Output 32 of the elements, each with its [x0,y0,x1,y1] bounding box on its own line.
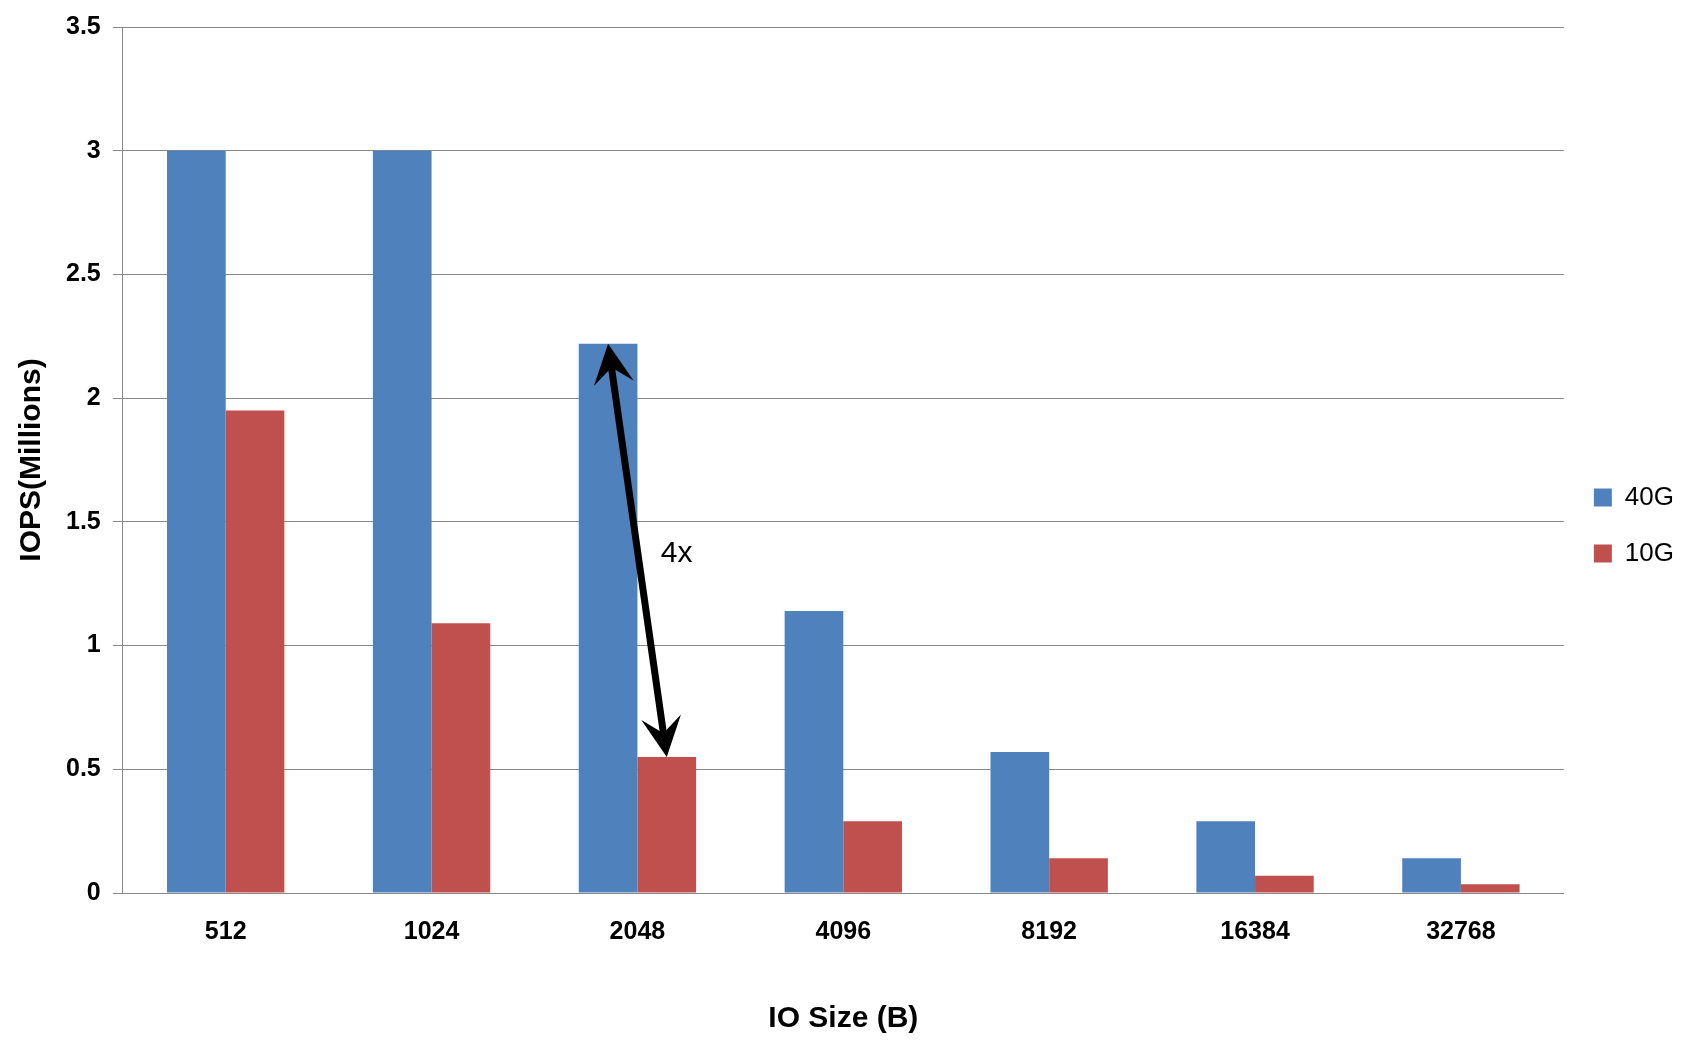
x-axis-title: IO Size (B) [768,1000,919,1034]
bar [843,821,902,893]
x-tick-label: 8192 [1021,915,1077,944]
y-tick-label: 0 [86,876,101,905]
bar [1196,821,1256,893]
x-tick-label: 1024 [403,915,460,944]
y-tick-label: 1.5 [65,505,101,534]
bar [784,610,844,893]
legend-label: 40G [1624,480,1675,511]
legend-label: 10G [1624,536,1675,567]
y-tick-label: 3.5 [65,10,101,39]
bar [225,410,285,893]
bar [167,150,226,893]
x-tick-label: 4096 [815,915,872,944]
bar [990,751,1050,893]
bar [372,150,432,893]
y-tick-label: 1 [86,629,101,658]
y-tick-label: 2 [86,382,101,411]
y-tick-label: 0.5 [65,753,101,782]
y-axis-title: IOPS(Millions) [13,358,47,562]
bar [1049,858,1108,893]
x-tick-label: 16384 [1220,915,1290,944]
bar [431,623,491,893]
y-tick-label: 3 [86,134,101,163]
y-tick-label: 2.5 [65,258,101,287]
bar [1255,875,1314,893]
annotation: 4x [660,535,693,569]
bar [1460,884,1520,893]
bar [1402,858,1461,893]
x-tick-label: 512 [204,915,247,944]
x-tick-label: 2048 [609,915,666,944]
x-tick-label: 32768 [1426,915,1496,944]
